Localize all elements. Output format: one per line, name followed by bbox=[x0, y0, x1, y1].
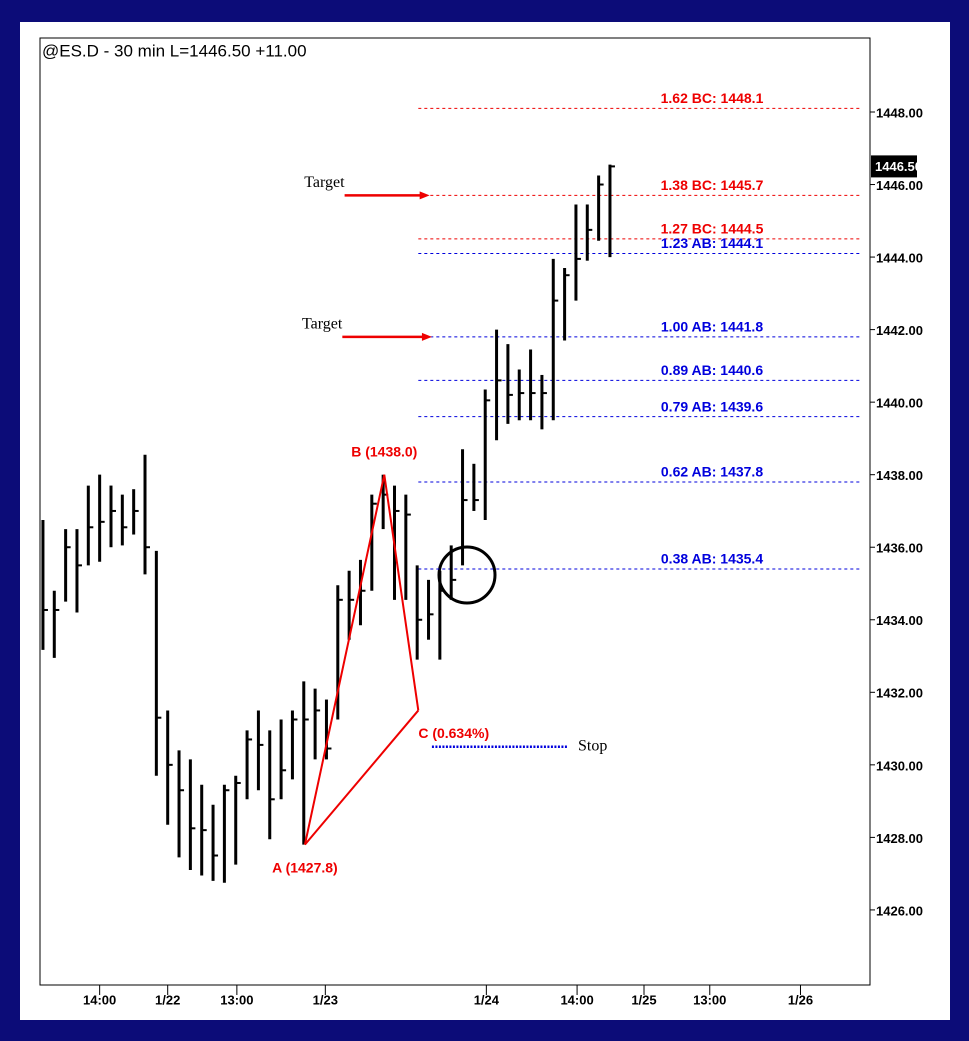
pattern-label: C (0.634%) bbox=[418, 725, 489, 741]
level-label: 0.38 AB: 1435.4 bbox=[661, 551, 763, 567]
level-label: 1.00 AB: 1441.8 bbox=[661, 319, 763, 335]
target-arrowhead bbox=[421, 332, 432, 341]
x-tick-label: 1/22 bbox=[155, 992, 180, 1007]
x-tick-label: 1/24 bbox=[474, 992, 500, 1007]
y-tick-label: 1440.00 bbox=[876, 396, 923, 411]
y-tick-label: 1434.00 bbox=[876, 613, 923, 628]
y-tick-label: 1426.00 bbox=[876, 903, 923, 918]
x-tick-label: 14:00 bbox=[83, 992, 116, 1007]
target-label: Target bbox=[302, 316, 343, 333]
x-tick-label: 1/25 bbox=[631, 992, 656, 1007]
level-label: 1.38 BC: 1445.7 bbox=[661, 177, 764, 193]
x-tick-label: 1/23 bbox=[313, 992, 338, 1007]
stop-label: Stop bbox=[578, 737, 607, 754]
level-label: 1.23 AB: 1444.1 bbox=[661, 235, 763, 251]
marks: 1426.00 1428.00 1430.00 1432.00 1434.00 1436.… bbox=[41, 90, 923, 1007]
y-tick-label: 1448.00 bbox=[876, 105, 923, 120]
y-tick-label: 1446.00 bbox=[876, 178, 923, 193]
y-tick-label: 1428.00 bbox=[876, 831, 923, 846]
level-label: 1.27 BC: 1444.5 bbox=[661, 221, 764, 237]
pattern-closing-line bbox=[304, 709, 420, 846]
x-tick-label: 1/26 bbox=[788, 992, 813, 1007]
last-price-box bbox=[871, 155, 917, 178]
x-tick-label: 13:00 bbox=[693, 992, 726, 1007]
y-tick-label: 1436.00 bbox=[876, 541, 923, 556]
level-label: 0.79 AB: 1439.6 bbox=[661, 398, 763, 414]
y-tick-label: 1432.00 bbox=[876, 686, 923, 701]
last-price-label: 1446.50 bbox=[875, 159, 922, 174]
plot-frame bbox=[39, 37, 871, 986]
panel bbox=[20, 22, 950, 1020]
pattern-label: B (1438.0) bbox=[351, 443, 417, 459]
y-tick-label: 1444.00 bbox=[876, 251, 923, 266]
x-tick-label: 13:00 bbox=[220, 992, 253, 1007]
pattern-line bbox=[303, 474, 420, 845]
level-label: 0.89 AB: 1440.6 bbox=[661, 362, 763, 378]
target-arrowhead bbox=[419, 191, 430, 200]
x-tick-label: 14:00 bbox=[560, 992, 593, 1007]
y-tick-label: 1438.00 bbox=[876, 468, 923, 483]
y-tick-label: 1442.00 bbox=[876, 323, 923, 338]
y-tick-label: 1430.00 bbox=[876, 758, 923, 773]
level-label: 1.62 BC: 1448.1 bbox=[661, 90, 764, 106]
target-label: Target bbox=[304, 174, 345, 191]
chart-title: @ES.D - 30 min L=1446.50 +11.00 bbox=[42, 41, 307, 60]
level-label: 0.62 AB: 1437.8 bbox=[661, 464, 763, 480]
pattern-label: A (1427.8) bbox=[272, 859, 338, 875]
